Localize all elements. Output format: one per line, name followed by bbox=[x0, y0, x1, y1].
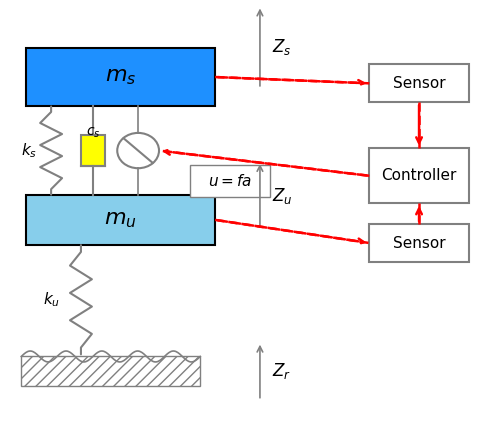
FancyBboxPatch shape bbox=[370, 224, 469, 262]
FancyBboxPatch shape bbox=[22, 357, 201, 386]
Text: Sensor: Sensor bbox=[392, 236, 446, 250]
Text: $c_s$: $c_s$ bbox=[86, 125, 101, 140]
FancyBboxPatch shape bbox=[26, 195, 215, 245]
Text: $m_u$: $m_u$ bbox=[104, 210, 137, 230]
Text: $k_s$: $k_s$ bbox=[20, 141, 37, 160]
FancyBboxPatch shape bbox=[82, 135, 106, 166]
FancyBboxPatch shape bbox=[26, 48, 215, 107]
Text: $m_s$: $m_s$ bbox=[105, 67, 136, 87]
Text: $Z_u$: $Z_u$ bbox=[272, 186, 293, 206]
Text: Sensor: Sensor bbox=[392, 76, 446, 91]
FancyBboxPatch shape bbox=[370, 64, 469, 102]
Text: $k_u$: $k_u$ bbox=[42, 291, 59, 309]
Text: $Z_s$: $Z_s$ bbox=[272, 37, 292, 57]
Text: $Z_r$: $Z_r$ bbox=[272, 361, 291, 381]
FancyBboxPatch shape bbox=[370, 148, 469, 203]
Text: $u=fa$: $u=fa$ bbox=[208, 173, 252, 189]
FancyBboxPatch shape bbox=[190, 165, 270, 197]
Text: Controller: Controller bbox=[382, 168, 456, 183]
